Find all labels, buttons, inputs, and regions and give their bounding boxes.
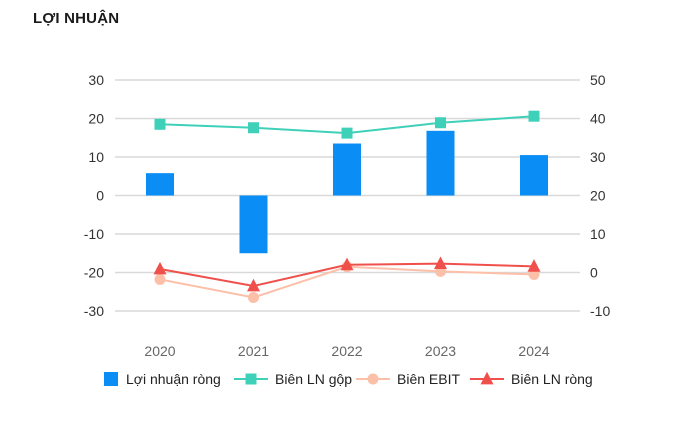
data-point bbox=[435, 117, 446, 129]
data-point bbox=[527, 259, 541, 272]
right-tick-label: 0 bbox=[590, 265, 598, 281]
left-axis-ticks: 30 20 10 0 -10 -20 -30 bbox=[84, 72, 104, 319]
legend-marker bbox=[480, 371, 494, 385]
data-point bbox=[434, 256, 447, 270]
legend-marker bbox=[245, 373, 257, 385]
data-point bbox=[154, 118, 166, 130]
chart-title: LỢI NHUẬN bbox=[33, 10, 120, 27]
right-tick-label: 10 bbox=[590, 226, 606, 242]
data-point bbox=[340, 257, 354, 271]
right-tick-label: -10 bbox=[590, 303, 610, 319]
bar bbox=[146, 173, 174, 196]
data-point bbox=[341, 127, 353, 139]
bar bbox=[426, 130, 455, 196]
x-tick-label: 2020 bbox=[144, 343, 175, 359]
data-point bbox=[248, 122, 259, 134]
bar-series bbox=[146, 130, 548, 254]
x-tick-label: 2021 bbox=[238, 343, 269, 359]
data-point bbox=[154, 273, 166, 285]
left-tick-label: 30 bbox=[88, 72, 104, 88]
legend-label: Biên LN gộp bbox=[275, 371, 352, 387]
line-series bbox=[153, 110, 541, 304]
bar bbox=[520, 155, 548, 196]
left-tick-label: -20 bbox=[84, 265, 104, 281]
data-point bbox=[153, 261, 167, 275]
left-tick-label: 0 bbox=[96, 188, 104, 204]
right-tick-label: 20 bbox=[590, 188, 606, 204]
left-tick-label: 20 bbox=[88, 111, 104, 127]
left-tick-label: 10 bbox=[88, 149, 104, 165]
left-tick-label: -30 bbox=[84, 303, 104, 319]
right-axis-ticks: 50 40 30 20 10 0 -10 bbox=[590, 72, 610, 319]
legend-label: Biên EBIT bbox=[397, 371, 460, 387]
x-tick-label: 2023 bbox=[425, 343, 456, 359]
data-point bbox=[247, 278, 260, 292]
x-tick-label: 2024 bbox=[518, 343, 549, 359]
right-tick-label: 30 bbox=[590, 149, 606, 165]
left-tick-label: -10 bbox=[84, 226, 104, 242]
legend-label: Biên LN ròng bbox=[511, 371, 593, 387]
x-tick-label: 2022 bbox=[331, 343, 362, 359]
right-tick-label: 40 bbox=[590, 111, 606, 127]
data-point bbox=[248, 292, 259, 304]
bar bbox=[333, 143, 361, 196]
data-point bbox=[528, 110, 540, 122]
legend-label: Lợi nhuận ròng bbox=[126, 371, 221, 387]
legend: Lợi nhuận ròng Biên LN gộp Biên EBIT Biên L… bbox=[104, 371, 593, 387]
bar bbox=[239, 195, 268, 254]
legend-marker bbox=[367, 373, 379, 385]
right-tick-label: 50 bbox=[590, 72, 606, 88]
legend-swatch bbox=[104, 372, 118, 386]
x-axis-ticks: 2020 2021 2022 2023 2024 bbox=[144, 343, 549, 359]
